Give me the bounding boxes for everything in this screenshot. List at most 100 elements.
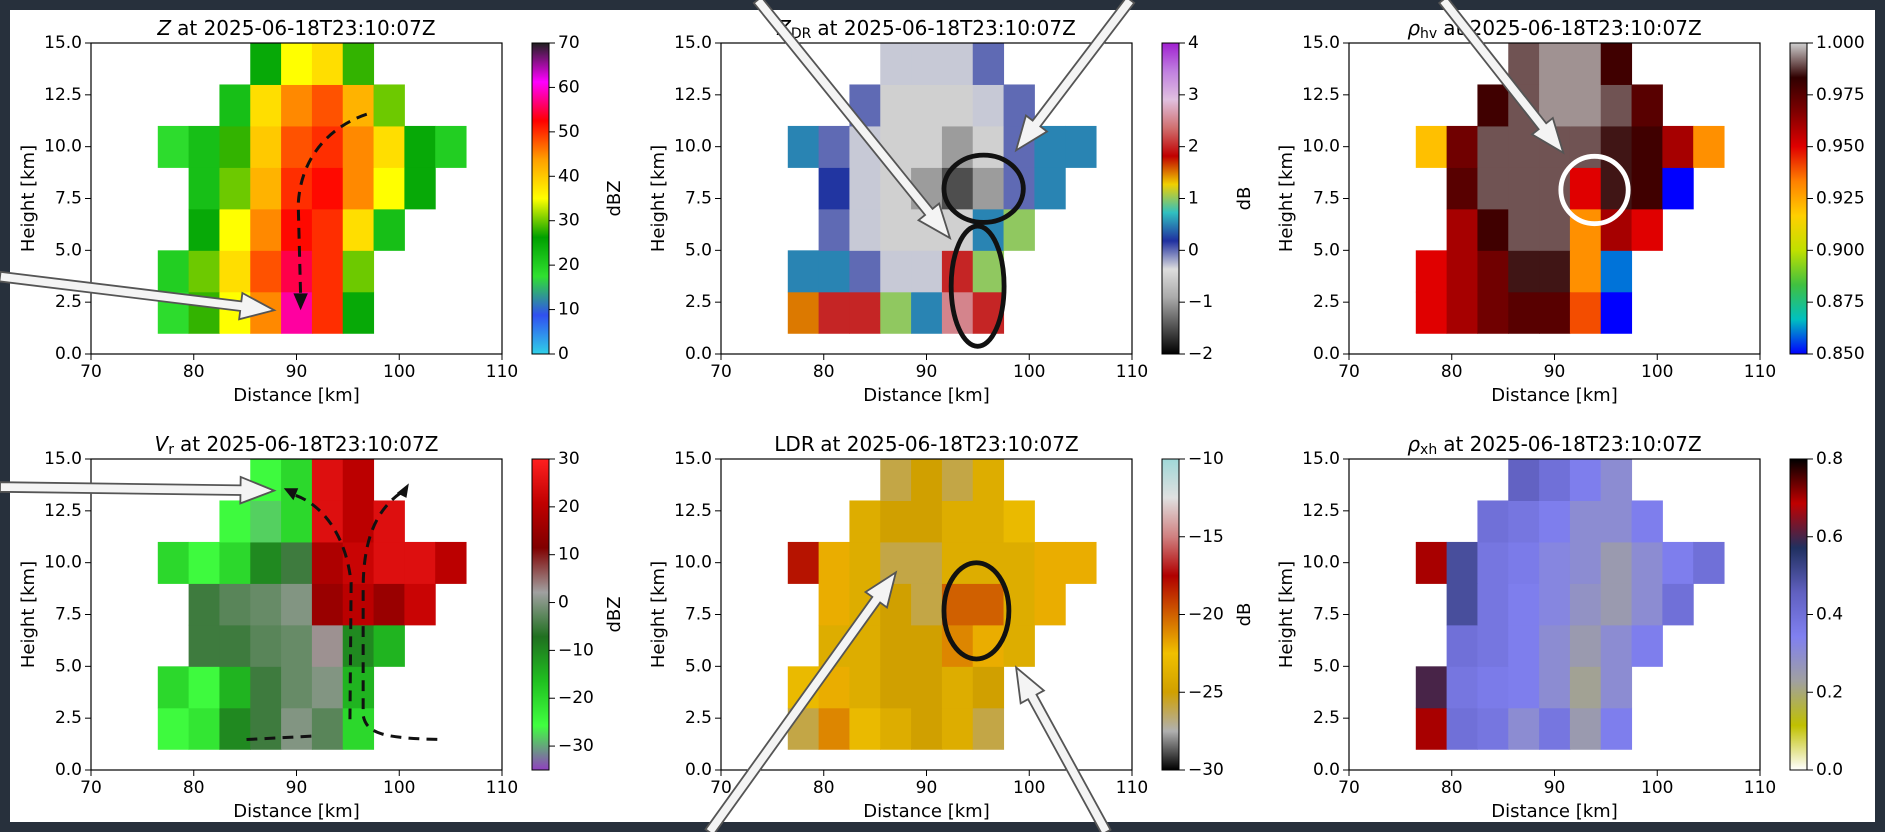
flow-arrowhead [293, 293, 308, 311]
title-subscript: DR [791, 26, 812, 42]
y-tick-label: 10.0 [674, 553, 712, 573]
radar-cell [1446, 541, 1478, 584]
radar-cell [281, 125, 313, 168]
radar-cell [1415, 666, 1448, 709]
x-axis-label: Distance [km] [1491, 385, 1617, 406]
radar-cell [188, 541, 220, 584]
y-tick-label: 5.0 [1313, 240, 1340, 260]
y-tick-label: 15.0 [44, 449, 82, 469]
x-tick-label: 80 [813, 778, 835, 798]
radar-cell [1662, 541, 1694, 584]
x-axis-label: Distance [km] [233, 385, 359, 406]
radar-cell [1034, 583, 1066, 626]
x-tick-label: 90 [286, 778, 308, 798]
radar-cell [818, 208, 850, 251]
title-text: at 2025-06-18T23:10:07Z [817, 16, 1075, 40]
pointer-arrow [0, 475, 277, 505]
radar-cell [373, 583, 405, 626]
radar-cell [1600, 541, 1633, 584]
colorbar-tick-label: 70 [558, 33, 580, 53]
x-axis-label: Distance [km] [863, 801, 989, 822]
y-tick-label: 5.0 [685, 656, 712, 676]
radar-cell [1508, 250, 1540, 293]
radar-cell [787, 291, 820, 334]
radar-cell [219, 167, 251, 210]
radar-cell [880, 84, 912, 127]
y-tick-label: 7.5 [1313, 605, 1340, 625]
y-tick-label: 5.0 [55, 240, 82, 260]
radar-cell [849, 208, 881, 251]
x-tick-label: 110 [486, 778, 518, 798]
radar-cell [281, 707, 313, 750]
x-tick-label: 80 [813, 362, 835, 382]
radar-cell [219, 624, 251, 667]
radar-cell [911, 250, 943, 293]
radar-cell [1539, 459, 1571, 501]
radar-cell [1539, 250, 1571, 293]
radar-cell [1600, 125, 1633, 168]
radar-cell [311, 459, 344, 501]
radar-cell [972, 583, 1005, 626]
y-tick-label: 10.0 [1302, 137, 1340, 157]
radar-cell [373, 208, 405, 251]
colorbar [1161, 458, 1180, 771]
radar-cell [1446, 666, 1478, 709]
y-axis-label: Height [km] [18, 561, 39, 668]
radar-cell [1415, 291, 1448, 334]
radar-cell [342, 125, 375, 168]
radar-cell [911, 43, 943, 85]
title-subscript: r [168, 442, 174, 458]
x-tick-label: 80 [1441, 362, 1463, 382]
title-symbol: Z [156, 16, 172, 40]
title-text: at 2025-06-18T23:10:07Z [820, 432, 1078, 456]
radar-cell [1477, 666, 1509, 709]
radar-cell [311, 250, 344, 293]
radar-cell [311, 291, 344, 334]
radar-cell [1003, 500, 1035, 543]
colorbar-tick-label: −10 [558, 640, 594, 660]
pointer-arrow [704, 570, 898, 832]
radar-cell [880, 624, 912, 667]
radar-cell [1446, 291, 1478, 334]
colorbar-tick-label: −20 [558, 688, 594, 708]
radar-cell [849, 167, 881, 210]
radar-cell [972, 707, 1005, 750]
dashed-flow [296, 112, 368, 296]
radar-cell [311, 624, 344, 667]
colorbar [1789, 42, 1808, 355]
radar-cell [1065, 541, 1097, 584]
y-axis-label: Height [km] [1276, 561, 1297, 668]
colorbar-tick-label: −30 [558, 736, 594, 756]
radar-cell [342, 84, 375, 127]
radar-cell [435, 125, 467, 168]
radar-cell [342, 291, 375, 334]
radar-cell [1631, 583, 1663, 626]
radar-cell [311, 43, 344, 85]
colorbar-tick-label: 0.0 [1816, 760, 1843, 780]
radar-cell [1508, 666, 1540, 709]
colorbar-tick-label: 0.6 [1816, 527, 1843, 547]
colorbar-tick-label: 0.975 [1816, 85, 1865, 105]
radar-cell [911, 459, 943, 501]
y-tick-label: 12.5 [44, 501, 82, 521]
colorbar-tick-label: 10 [558, 300, 580, 320]
radar-cell [849, 707, 881, 750]
radar-cell [1569, 43, 1602, 85]
radar-cell [818, 291, 850, 334]
radar-cell [1508, 500, 1540, 543]
colorbar-tick-label: 0.850 [1816, 344, 1865, 364]
radar-cell [250, 624, 282, 667]
colorbar-label: dB [1234, 603, 1255, 627]
x-tick-label: 70 [1338, 362, 1360, 382]
x-tick-label: 110 [1116, 362, 1148, 382]
y-tick-label: 5.0 [55, 656, 82, 676]
x-tick-label: 90 [286, 362, 308, 382]
colorbar-tick-label: 3 [1188, 85, 1199, 105]
radar-cell [1477, 250, 1509, 293]
pointer-arrow [0, 270, 277, 321]
colorbar-tick-label: 0.2 [1816, 682, 1843, 702]
radar-cell [250, 125, 282, 168]
radar-cell [250, 208, 282, 251]
radar-cell [911, 125, 943, 168]
colorbar-tick-label: −2 [1188, 344, 1213, 364]
